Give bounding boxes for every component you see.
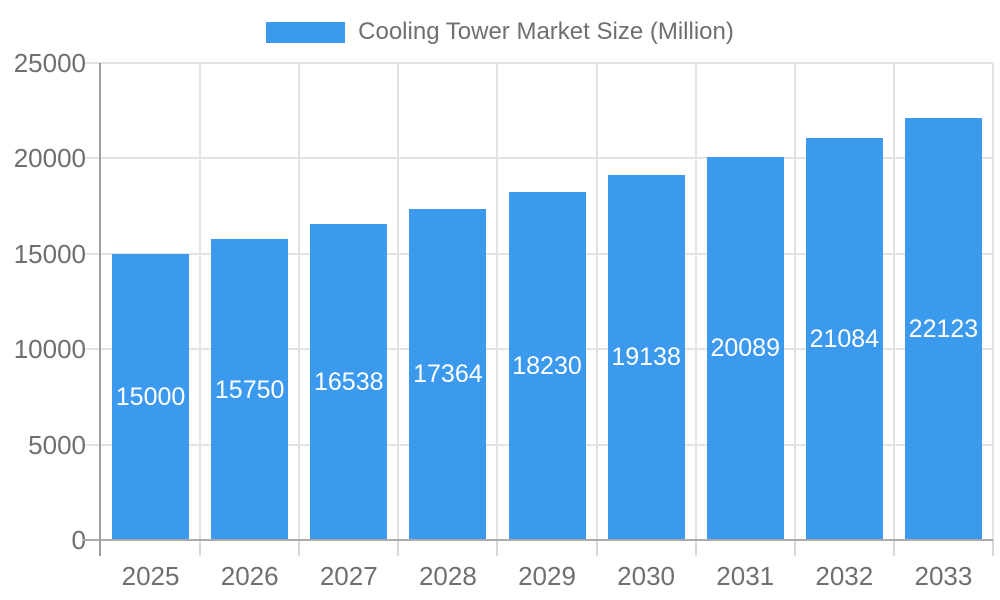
x-axis-tick-label: 2030	[617, 561, 676, 591]
legend-item[interactable]: Cooling Tower Market Size (Million)	[266, 18, 734, 46]
h-gridline	[83, 62, 993, 64]
y-axis-tick-label: 20000	[13, 143, 86, 174]
x-axis-tick	[992, 540, 994, 556]
x-axis-tick	[793, 540, 796, 556]
x-axis-tick	[199, 540, 202, 556]
x-axis-tick-label: 2026	[220, 561, 279, 591]
y-axis-tick-label: 15000	[13, 238, 86, 269]
bar-value-label: 22123	[908, 314, 979, 343]
x-axis-tick	[397, 540, 400, 556]
h-gridline	[83, 157, 993, 160]
x-axis-tick	[595, 540, 598, 556]
x-axis-line	[83, 539, 993, 541]
bar-value-label: 18230	[512, 352, 582, 381]
y-axis-line	[99, 63, 101, 556]
bar-value-label: 20089	[710, 334, 780, 363]
bar	[409, 208, 487, 540]
x-axis-tick-label: 2031	[716, 561, 775, 591]
v-gridline	[694, 63, 697, 556]
x-axis-tick-label: 2033	[914, 561, 973, 591]
bar	[112, 253, 190, 540]
x-axis-tick	[298, 540, 301, 556]
v-gridline	[397, 63, 400, 556]
v-gridline	[199, 63, 202, 556]
v-gridline	[595, 63, 598, 556]
bar	[211, 239, 289, 540]
bar-value-label: 15000	[115, 382, 186, 411]
legend-color-swatch	[266, 21, 346, 43]
bar-value-label: 15750	[214, 375, 285, 404]
v-gridline	[992, 63, 994, 556]
bar	[904, 117, 982, 540]
x-axis-tick	[892, 540, 895, 556]
x-axis-tick-label: 2027	[319, 561, 378, 591]
bar	[310, 224, 388, 540]
v-gridline	[298, 63, 301, 556]
bar-value-label: 21084	[809, 324, 880, 353]
x-axis-tick-label: 2025	[121, 561, 180, 591]
bar	[706, 156, 784, 540]
x-axis-tick-label: 2029	[518, 561, 576, 591]
bar-value-label: 16538	[314, 368, 384, 397]
v-gridline	[496, 63, 499, 556]
x-axis-tick-label: 2032	[815, 561, 874, 591]
bar	[607, 174, 685, 540]
bar	[508, 192, 586, 540]
legend-label: Cooling Tower Market Size (Million)	[358, 18, 734, 45]
y-axis-tick-label: 25000	[13, 48, 86, 78]
y-axis-tick-label: 5000	[28, 429, 86, 460]
v-gridline	[892, 63, 895, 556]
x-axis-tick	[496, 540, 499, 556]
x-axis-tick-label: 2028	[418, 561, 477, 591]
bar-value-label: 19138	[611, 343, 681, 372]
y-axis-tick-label: 10000	[13, 334, 86, 365]
chart-legend: Cooling Tower Market Size (Million)	[0, 18, 1000, 46]
x-axis-tick	[694, 540, 697, 556]
bar	[805, 137, 883, 540]
v-gridline	[793, 63, 796, 556]
bar-value-label: 17364	[413, 360, 483, 389]
y-axis-tick-label: 0	[71, 525, 86, 555]
